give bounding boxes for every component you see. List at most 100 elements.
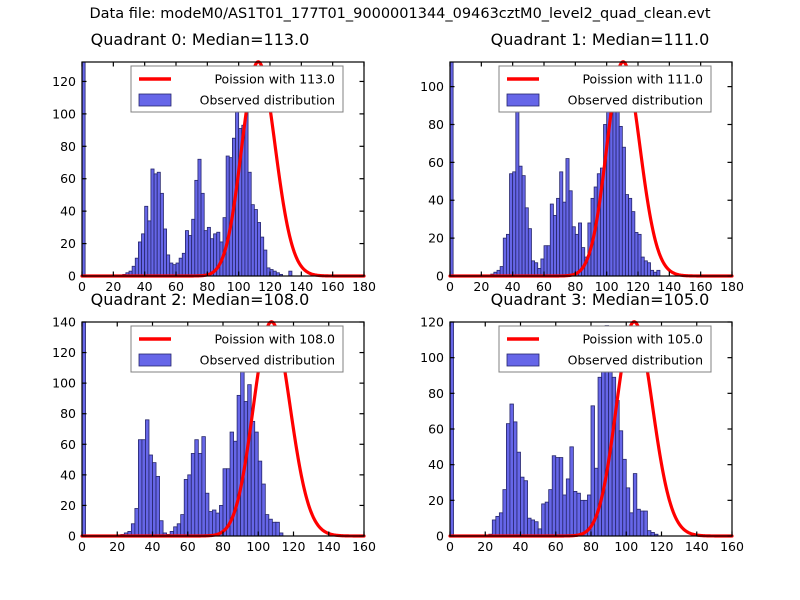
plot-area-quadrant-3: 0 20 40 60 80 100 120 140 160 0 20 40 60 80 100 120 Pois… (420, 315, 744, 555)
y-tick-label: 40 (428, 457, 444, 472)
x-tick-label: 20 (477, 539, 493, 554)
y-tick-label: 80 (428, 117, 444, 132)
x-tick-label: 0 (78, 539, 86, 554)
y-tick-label: 80 (428, 386, 444, 401)
legend-label: Poission with 108.0 (214, 332, 335, 347)
x-axis: 0 20 40 60 80 100 120 140 160 180 (446, 62, 744, 294)
y-tick-label: 120 (420, 315, 444, 330)
legend-patch-swatch (506, 93, 540, 107)
x-tick-label: 140 (317, 539, 341, 554)
x-tick-label: 40 (145, 539, 161, 554)
legend-label: Observed distribution (200, 93, 335, 108)
legend-patch-swatch (506, 353, 540, 367)
x-tick-label: 40 (513, 539, 529, 554)
y-tick-label: 20 (428, 493, 444, 508)
x-tick-label: 160 (689, 279, 713, 294)
y-axis: 0 20 40 60 80 100 120 (52, 74, 364, 284)
subplot-quadrant-0: Quadrant 0: Median=113.0 0 20 40 60 80 100 120 1… (0, 30, 400, 300)
x-tick-label: 120 (650, 539, 674, 554)
x-tick-label: 60 (548, 539, 564, 554)
x-tick-label: 0 (446, 279, 454, 294)
legend: Poission with 111.0 Observed distribution (498, 65, 712, 113)
x-tick-label: 0 (446, 539, 454, 554)
subplot-title-quadrant-3: Quadrant 3: Median=105.0 (490, 290, 710, 309)
x-tick-label: 140 (657, 279, 681, 294)
x-tick-label: 40 (137, 279, 153, 294)
legend-label: Observed distribution (568, 93, 703, 108)
y-tick-label: 100 (420, 79, 444, 94)
y-tick-label: 20 (60, 498, 76, 513)
legend: Poission with 105.0 Observed distribution (498, 325, 712, 373)
x-tick-label: 120 (282, 539, 306, 554)
x-tick-label: 140 (685, 539, 709, 554)
histogram-bars (81, 321, 284, 537)
x-tick-label: 100 (246, 539, 270, 554)
x-tick-label: 80 (215, 539, 231, 554)
x-tick-label: 80 (583, 539, 599, 554)
x-tick-label: 180 (720, 279, 744, 294)
x-axis: 0 20 40 60 80 100 120 140 160 (78, 322, 376, 554)
legend-label: Poission with 113.0 (214, 72, 335, 87)
x-tick-label: 20 (105, 279, 121, 294)
x-tick-label: 140 (289, 279, 313, 294)
axes-frame (449, 61, 733, 277)
x-tick-label: 100 (595, 279, 619, 294)
subplot-quadrant-2: Quadrant 2: Median=108.0 0 20 40 60 80 100 120 1… (0, 290, 400, 560)
y-tick-label: 60 (60, 171, 76, 186)
x-tick-label: 120 (626, 279, 650, 294)
y-tick-label: 80 (60, 139, 76, 154)
x-axis: 0 20 40 60 80 100 120 140 160 180 (78, 62, 376, 294)
y-tick-label: 0 (68, 529, 76, 544)
x-tick-label: 20 (109, 539, 125, 554)
x-tick-label: 60 (536, 279, 552, 294)
legend-patch-swatch (138, 93, 172, 107)
y-tick-label: 20 (60, 236, 76, 251)
subplot-title-quadrant-1: Quadrant 1: Median=111.0 (490, 30, 710, 49)
legend-label: Poission with 105.0 (582, 332, 703, 347)
y-tick-label: 100 (420, 350, 444, 365)
y-tick-label: 60 (428, 422, 444, 437)
axes-frame (81, 61, 365, 277)
x-tick-label: 100 (227, 279, 251, 294)
legend-label: Observed distribution (568, 353, 703, 368)
x-tick-label: 180 (352, 279, 376, 294)
plot-area-quadrant-0: 0 20 40 60 80 100 120 140 160 180 0 20 40 60 80 100 120 P… (52, 60, 376, 294)
y-tick-label: 20 (428, 231, 444, 246)
x-tick-label: 20 (473, 279, 489, 294)
y-tick-label: 0 (68, 269, 76, 284)
x-tick-label: 40 (505, 279, 521, 294)
y-tick-label: 120 (52, 345, 76, 360)
y-axis: 0 20 40 60 80 100 120 140 (52, 315, 364, 544)
legend-patch-swatch (138, 353, 172, 367)
y-tick-label: 120 (52, 74, 76, 89)
x-tick-label: 100 (614, 539, 638, 554)
legend: Poission with 108.0 Observed distribution (130, 325, 344, 373)
y-tick-label: 40 (60, 467, 76, 482)
x-axis: 0 20 40 60 80 100 120 140 160 (446, 322, 744, 554)
y-tick-label: 40 (428, 193, 444, 208)
subplot-title-quadrant-0: Quadrant 0: Median=113.0 (90, 30, 310, 49)
x-tick-label: 60 (180, 539, 196, 554)
plot-area-quadrant-2: 0 20 40 60 80 100 120 140 160 0 20 40 60 80 100 120 140 P… (52, 315, 376, 555)
x-tick-label: 0 (78, 279, 86, 294)
x-tick-label: 80 (199, 279, 215, 294)
x-tick-label: 160 (352, 539, 376, 554)
legend-label: Observed distribution (200, 353, 335, 368)
subplot-quadrant-3: Quadrant 3: Median=105.0 0 20 40 60 80 100 120 1… (400, 290, 800, 560)
subplot-title-quadrant-2: Quadrant 2: Median=108.0 (90, 290, 310, 309)
x-tick-label: 160 (720, 539, 744, 554)
y-tick-label: 100 (52, 106, 76, 121)
y-tick-label: 40 (60, 204, 76, 219)
y-axis: 0 20 40 60 80 100 120 (420, 315, 732, 544)
y-tick-label: 0 (436, 529, 444, 544)
legend-label: Poission with 111.0 (582, 72, 703, 87)
y-axis: 0 20 40 60 80 100 (420, 79, 732, 284)
x-tick-label: 60 (168, 279, 184, 294)
subplot-quadrant-1: Quadrant 1: Median=111.0 0 20 40 60 80 100 120 1… (400, 30, 800, 300)
y-tick-label: 140 (52, 315, 76, 330)
y-tick-label: 60 (60, 437, 76, 452)
x-tick-label: 160 (321, 279, 345, 294)
y-tick-label: 80 (60, 406, 76, 421)
x-tick-label: 80 (567, 279, 583, 294)
